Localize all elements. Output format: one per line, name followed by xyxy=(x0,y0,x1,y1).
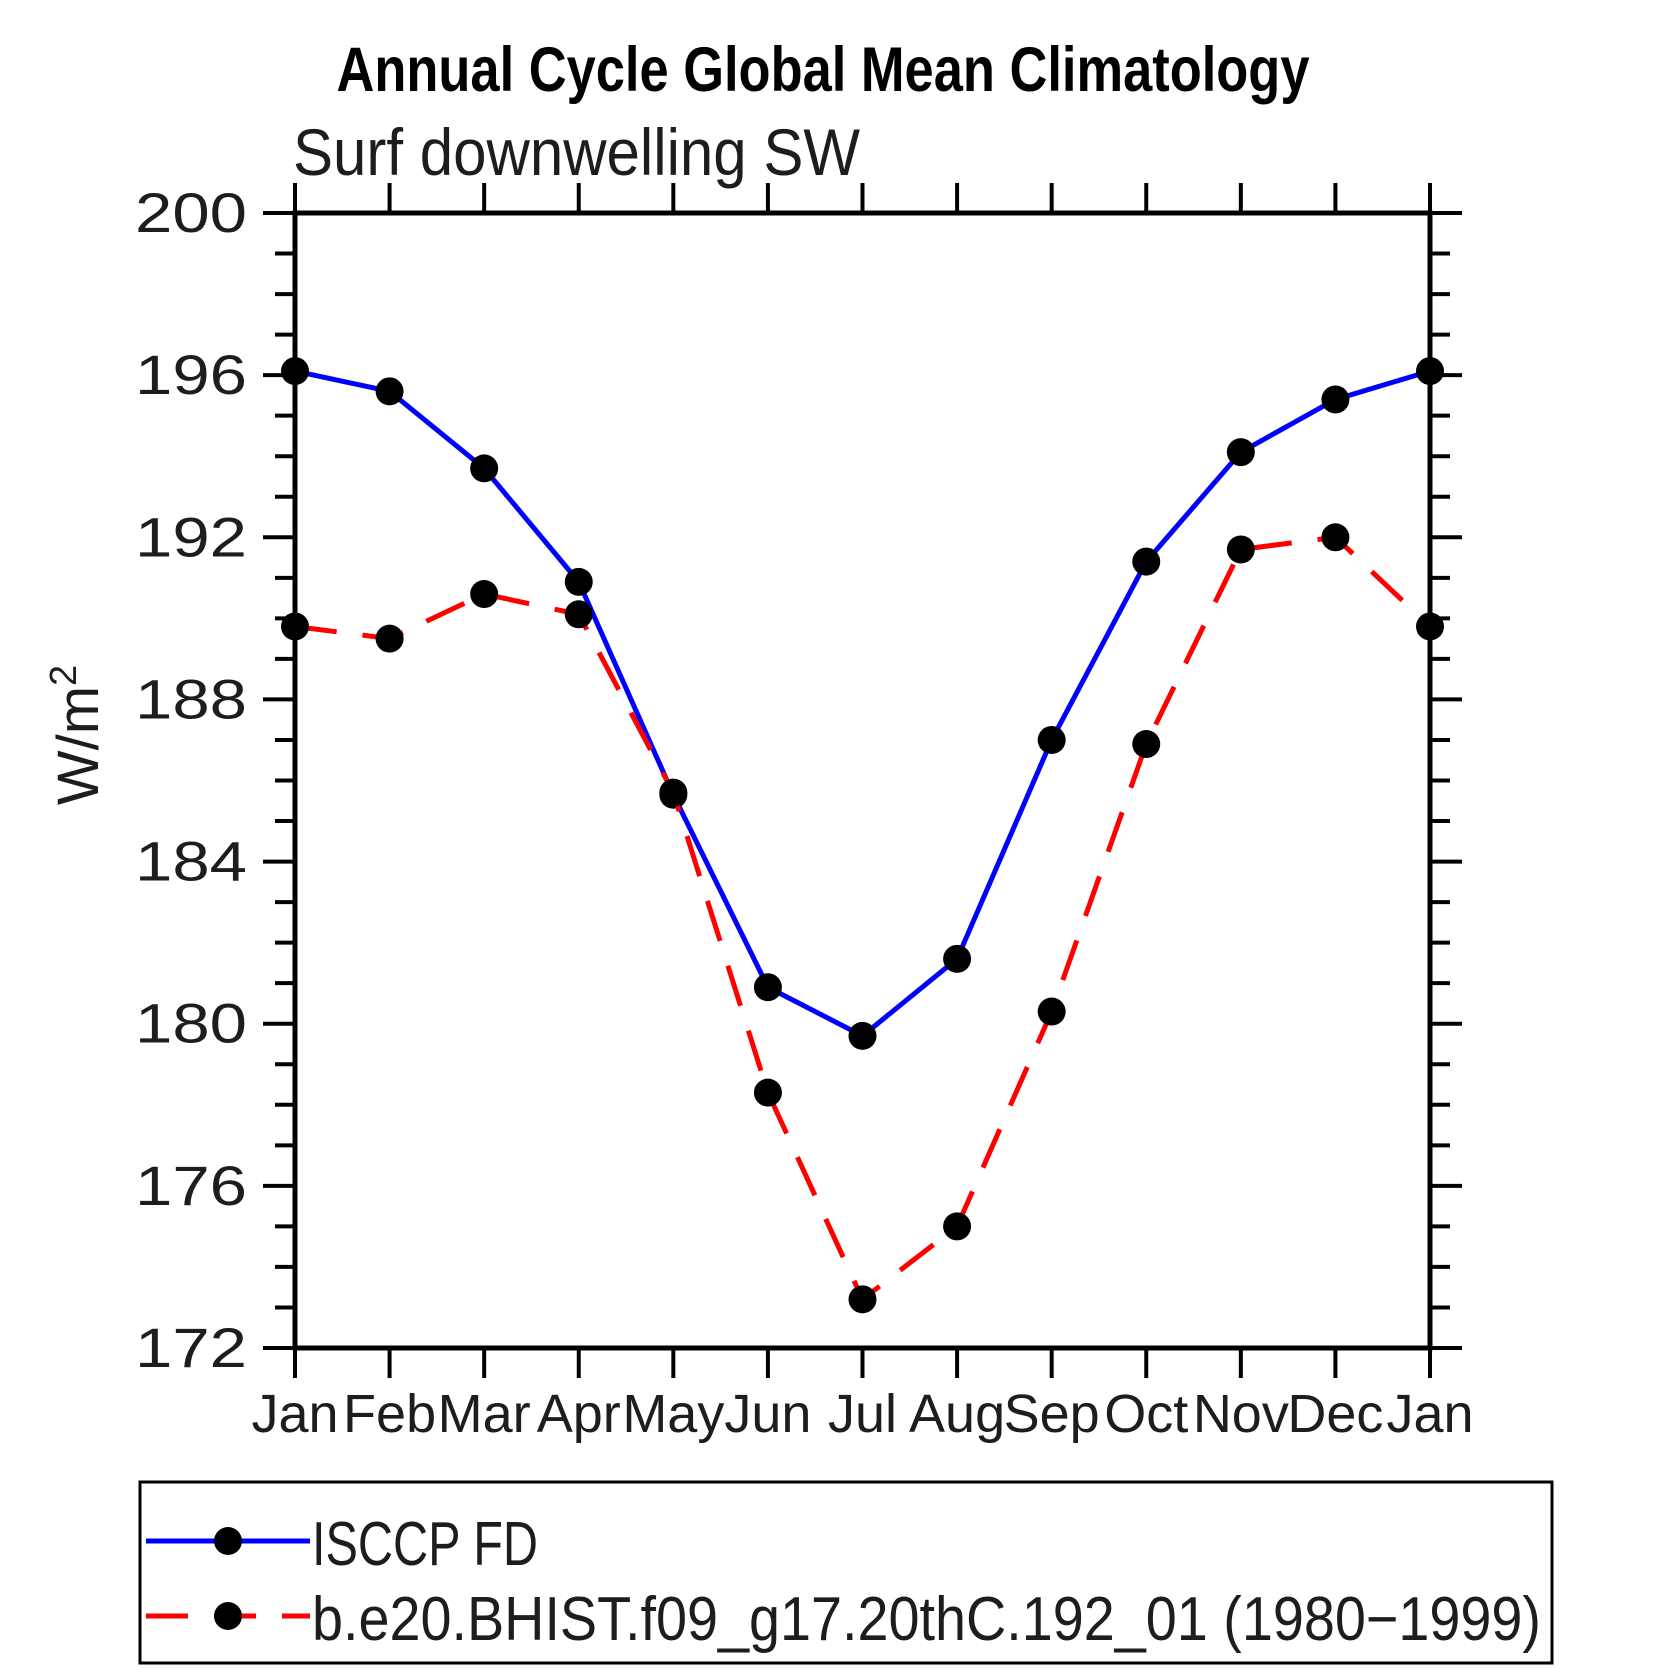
data-point-marker xyxy=(848,1021,877,1050)
chart-subtitle: Surf downwelling SW xyxy=(293,115,861,189)
x-tick-label: Aug xyxy=(909,1384,1005,1444)
data-point-marker xyxy=(1037,997,1066,1026)
data-point-marker xyxy=(659,778,688,807)
y-tick-label: 188 xyxy=(135,667,247,730)
y-tick-label: 180 xyxy=(135,992,247,1055)
data-point-marker xyxy=(470,454,499,483)
x-tick-label: Oct xyxy=(1104,1384,1188,1444)
data-point-marker xyxy=(470,580,499,609)
x-tick-label: Feb xyxy=(343,1384,436,1444)
series-line-model xyxy=(294,534,1432,1304)
y-tick-label: 192 xyxy=(135,505,247,568)
data-point-marker xyxy=(1226,535,1255,564)
y-axis-title: W/m2 xyxy=(43,665,111,805)
legend-marker xyxy=(214,1527,242,1555)
data-point-marker xyxy=(943,1212,972,1241)
x-tick-label: Apr xyxy=(537,1384,621,1444)
data-point-marker xyxy=(848,1285,877,1314)
y-tick-label: 196 xyxy=(135,343,247,406)
plot-series xyxy=(281,357,1444,1314)
data-point-marker xyxy=(1132,547,1161,576)
x-tick-label: Nov xyxy=(1193,1384,1289,1444)
data-point-marker xyxy=(1226,438,1255,467)
plot-frame xyxy=(292,210,1433,1351)
data-point-marker xyxy=(564,600,593,629)
data-point-marker xyxy=(753,1078,782,1107)
legend-label: b.e20.BHIST.f09_g17.20thC.192_01 (1980−1… xyxy=(312,1585,1541,1654)
data-point-marker xyxy=(375,377,404,406)
data-point-marker xyxy=(281,357,309,386)
data-point-marker xyxy=(375,624,404,653)
x-tick-label: Dec xyxy=(1287,1384,1383,1444)
data-point-marker xyxy=(1132,730,1161,759)
data-point-marker xyxy=(1416,612,1444,641)
x-tick-label: Jan xyxy=(251,1384,338,1444)
y-tick-label: 172 xyxy=(135,1316,247,1379)
legend: ISCCP FDb.e20.BHIST.f09_g17.20thC.192_01… xyxy=(138,1480,1554,1665)
x-tick-label: Jun xyxy=(724,1384,811,1444)
data-point-marker xyxy=(753,973,782,1002)
x-tick-label: Mar xyxy=(438,1384,531,1444)
y-axis-title-base: W/m xyxy=(46,686,111,805)
y-axis-title-superscript: 2 xyxy=(43,665,85,686)
chart-title: Annual Cycle Global Mean Climatology xyxy=(337,35,1310,105)
y-tick-label: 184 xyxy=(135,830,247,893)
legend-box xyxy=(138,1480,1554,1665)
legend-label: ISCCP FD xyxy=(312,1510,538,1579)
x-tick-label: May xyxy=(622,1384,724,1444)
data-point-marker xyxy=(1416,357,1444,386)
data-point-marker xyxy=(943,944,972,973)
x-tick-label: Jan xyxy=(1386,1384,1473,1444)
data-point-marker xyxy=(564,567,593,596)
series-line-isccp-fd xyxy=(294,368,1431,1039)
y-tick-label: 200 xyxy=(135,181,247,244)
data-point-marker xyxy=(1321,523,1350,552)
y-tick-label: 176 xyxy=(135,1154,247,1217)
x-tick-label: Jul xyxy=(828,1384,897,1444)
data-point-marker xyxy=(1037,725,1066,754)
data-point-marker xyxy=(1321,385,1350,414)
legend-marker xyxy=(214,1602,242,1630)
data-point-marker xyxy=(281,612,309,641)
x-tick-label: Sep xyxy=(1004,1384,1100,1444)
